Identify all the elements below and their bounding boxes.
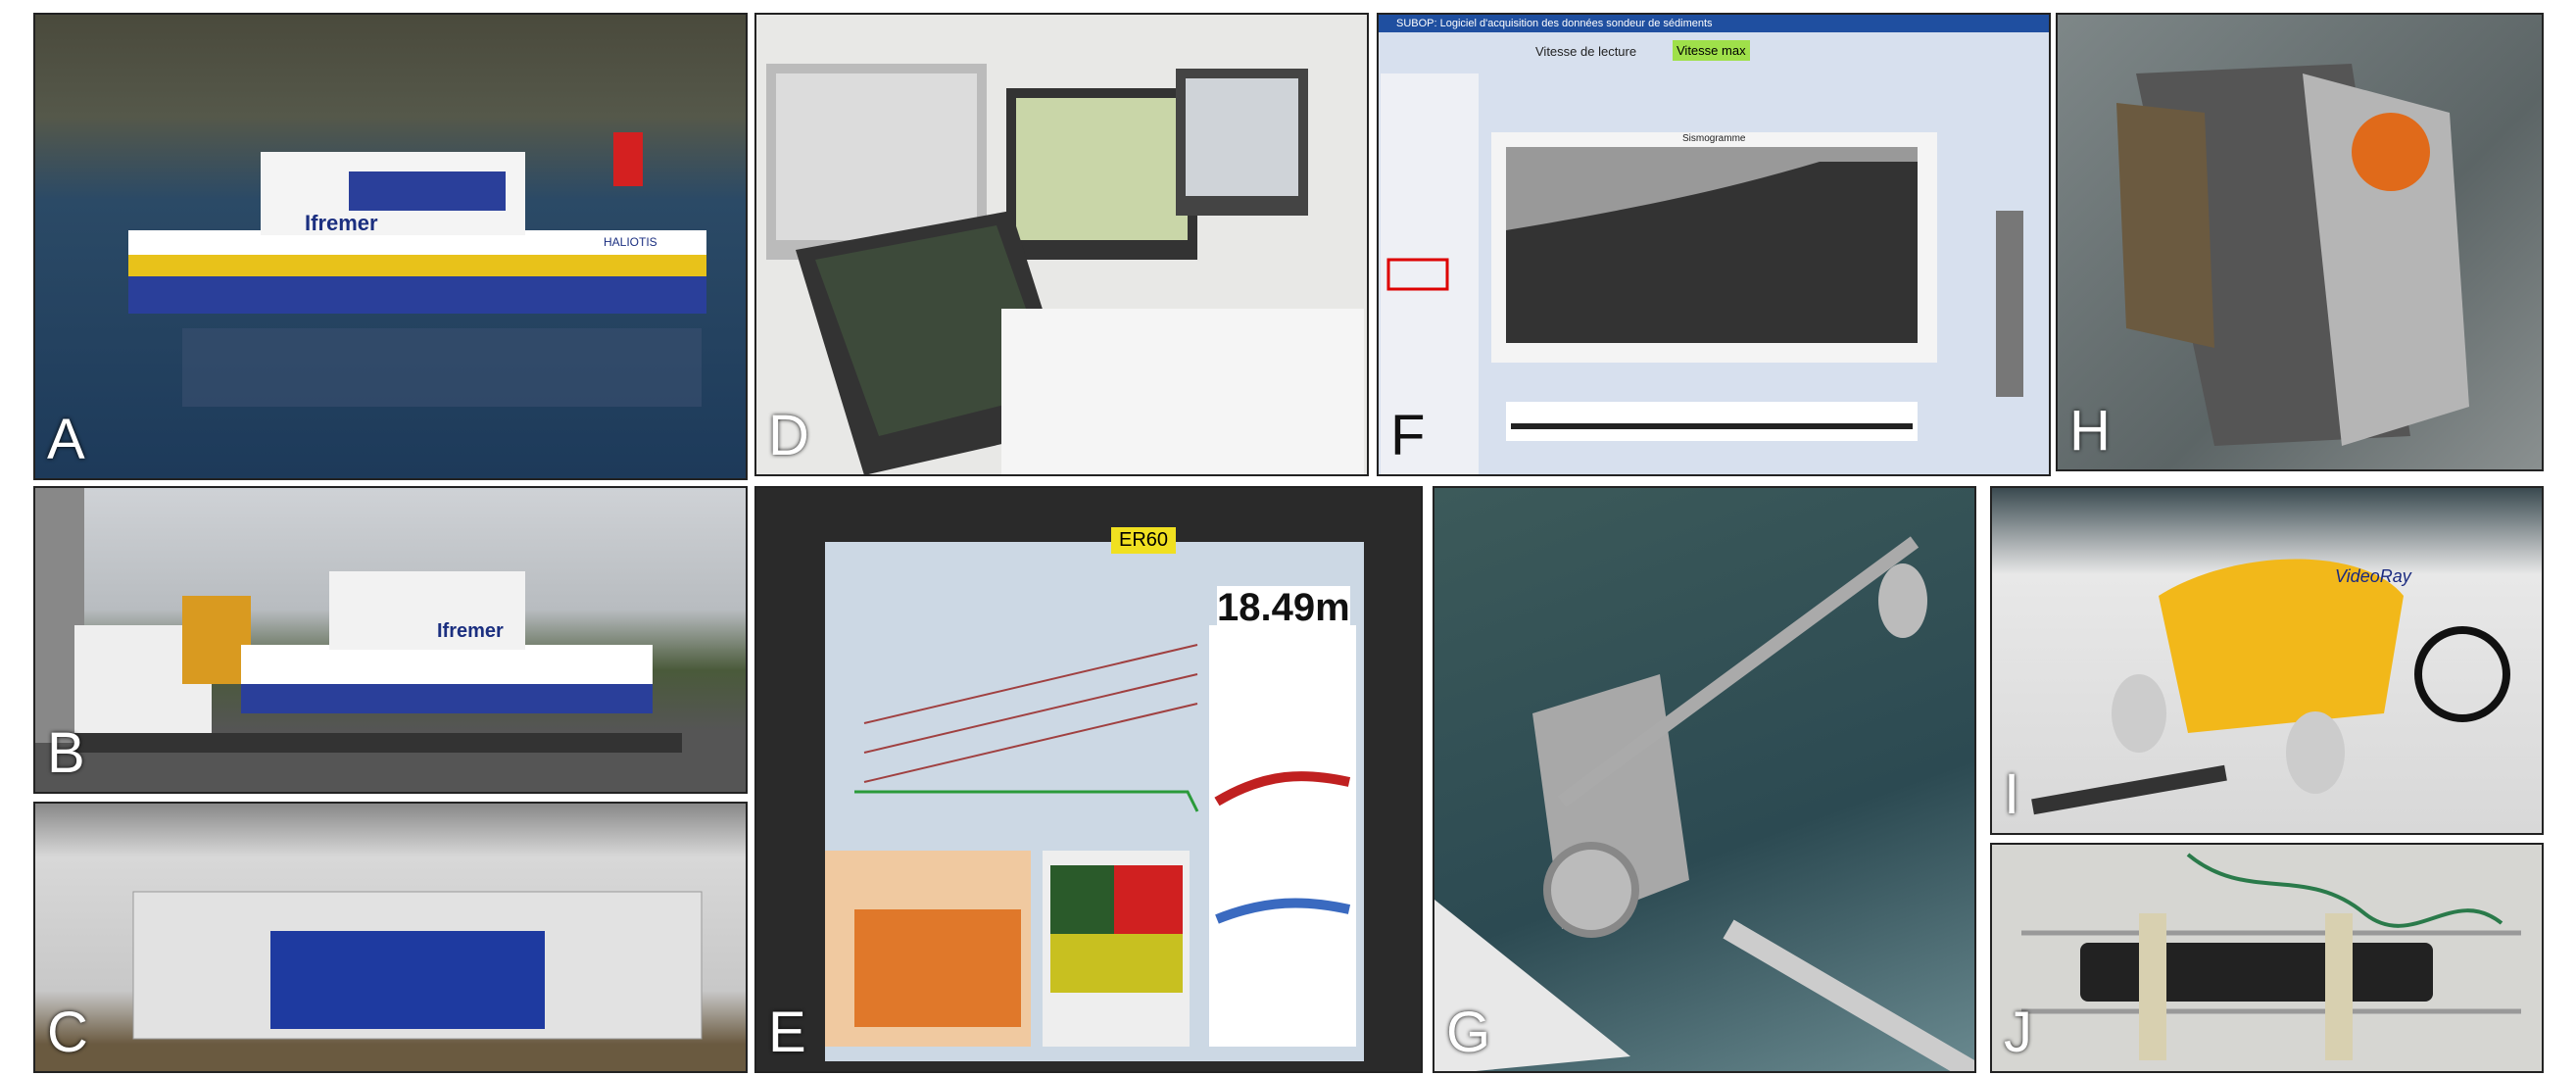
panel-d: D — [754, 13, 1369, 476]
software-drawing — [1379, 15, 2051, 476]
plot-title: Sismogramme — [1682, 133, 1745, 144]
panel-a: Ifremer HALIOTIS A — [33, 13, 748, 480]
grab-drawing — [2058, 15, 2544, 471]
computers-drawing — [756, 15, 1369, 476]
sensor-drawing — [1992, 845, 2544, 1073]
panel-label: E — [768, 1000, 806, 1065]
panel-label: A — [47, 407, 85, 472]
rov-brand: VideoRay — [2335, 566, 2411, 587]
panel-label: C — [47, 1000, 88, 1065]
panel-label: H — [2069, 398, 2111, 464]
hull-text: HALIOTIS — [604, 235, 657, 249]
panel-c: C — [33, 802, 748, 1073]
figure: Ifremer HALIOTIS A D SUBOP: Logiciel d'a… — [0, 0, 2576, 1076]
panel-h: H — [2056, 13, 2544, 471]
panel-label: B — [47, 720, 85, 786]
panel-label: G — [1446, 1000, 1490, 1065]
panel-label: J — [2004, 1000, 2032, 1065]
panel-f: SUBOP: Logiciel d'acquisition des donnée… — [1377, 13, 2051, 476]
hull-text: Ifremer — [305, 211, 378, 236]
panel-j: J — [1990, 843, 2544, 1073]
panel-e: ER60 18.49m E — [754, 486, 1423, 1073]
panel-b: Ifremer B — [33, 486, 748, 794]
hull-text: Ifremer — [437, 620, 504, 643]
panel-label: D — [768, 403, 809, 468]
panel-label: F — [1390, 403, 1425, 468]
panel-label: I — [2004, 761, 2019, 827]
depth-readout: 18.49m — [1217, 586, 1350, 630]
rov-drawing — [1992, 488, 2544, 835]
winch-drawing — [1434, 488, 1976, 1073]
hull-window-drawing — [35, 804, 748, 1073]
panel-g: G — [1433, 486, 1976, 1073]
panel-i: VideoRay I — [1990, 486, 2544, 835]
truck-drawing — [35, 488, 748, 794]
monitor-drawing — [756, 488, 1423, 1073]
monitor-brand: ER60 — [1111, 527, 1176, 554]
